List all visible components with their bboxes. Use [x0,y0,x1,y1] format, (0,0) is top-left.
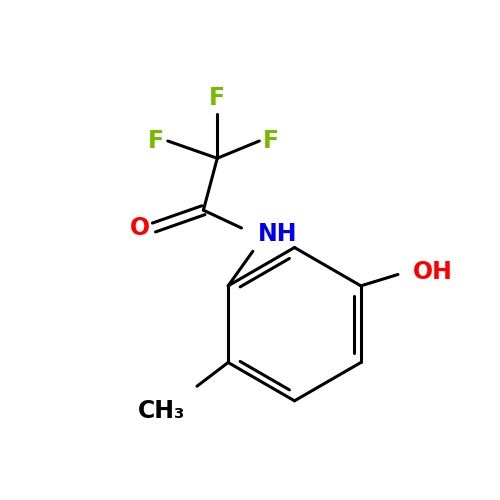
Text: OH: OH [413,260,453,284]
Text: F: F [209,86,226,110]
Text: O: O [130,216,150,240]
Text: CH₃: CH₃ [138,398,186,422]
Text: NH: NH [258,222,298,246]
Text: F: F [263,129,280,153]
Text: F: F [148,129,164,153]
